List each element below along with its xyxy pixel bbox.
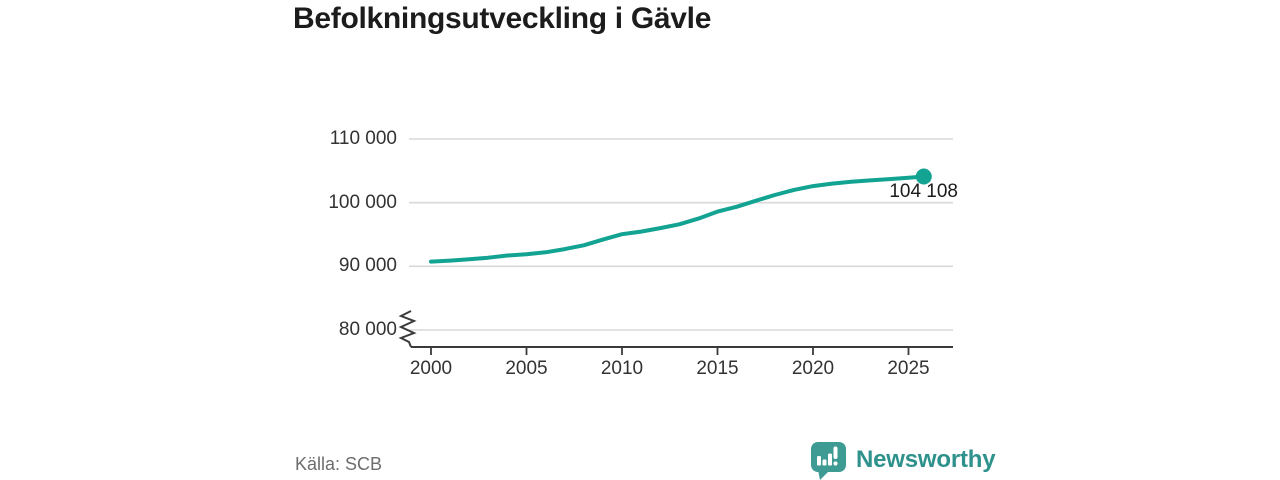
- x-tick-label: 2010: [600, 358, 644, 379]
- source-label: Källa: SCB: [295, 454, 383, 474]
- y-tick-label: 110 000: [329, 128, 397, 149]
- x-tick-label: 2025: [887, 358, 930, 379]
- x-tick-label: 2005: [505, 358, 548, 379]
- newsworthy-logo-text: Newsworthy: [856, 446, 996, 473]
- y-tick-label: 90 000: [338, 255, 397, 277]
- newsworthy-logo: Newsworthy: [810, 440, 996, 480]
- y-tick-label: 80 000: [338, 319, 397, 340]
- chart-title: Befolkningsutveckling i Gävle: [293, 2, 712, 35]
- end-value-label: 104 108: [889, 181, 958, 202]
- x-tick-label: 2020: [791, 358, 835, 379]
- x-tick-label: 2000: [409, 358, 453, 379]
- end-point-marker: [915, 168, 932, 185]
- newsworthy-logo-icon: [811, 442, 846, 480]
- axis-break-icon: [398, 310, 417, 348]
- y-tick-label: 100 000: [328, 191, 397, 213]
- population-line-series: [429, 174, 926, 264]
- x-tick-label: 2015: [696, 358, 739, 379]
